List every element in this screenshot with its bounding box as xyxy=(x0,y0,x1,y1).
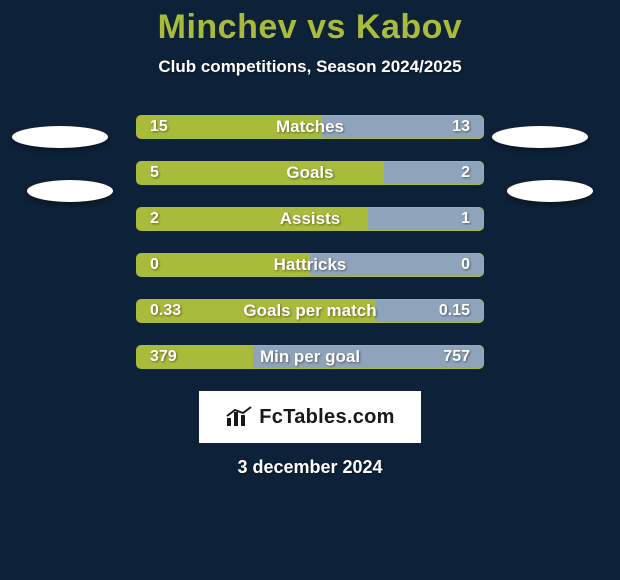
bars-icon xyxy=(225,406,253,428)
logo-wrap: FcTables.com xyxy=(0,391,620,443)
stat-row: Hattricks00 xyxy=(0,253,620,277)
stat-row: Goals per match0.330.15 xyxy=(0,299,620,323)
comparison-infographic: Minchev vs Kabov Club competitions, Seas… xyxy=(0,0,620,580)
bar-track xyxy=(136,299,484,323)
bar-track xyxy=(136,115,484,139)
player2-name: Kabov xyxy=(356,8,462,46)
bar-fill xyxy=(137,254,310,276)
stat-row: Goals52 xyxy=(0,161,620,185)
player1-name: Minchev xyxy=(158,8,298,46)
stat-row: Assists21 xyxy=(0,207,620,231)
logo-text: FcTables.com xyxy=(259,406,395,429)
stat-row: Min per goal379757 xyxy=(0,345,620,369)
subtitle: Club competitions, Season 2024/2025 xyxy=(0,57,620,77)
bar-fill xyxy=(137,116,322,138)
bar-track xyxy=(136,345,484,369)
bar-fill xyxy=(137,208,368,230)
bar-fill xyxy=(137,300,375,322)
stat-row: Matches1513 xyxy=(0,115,620,139)
vs-word: vs xyxy=(307,8,346,46)
fctables-logo: FcTables.com xyxy=(199,391,421,443)
stat-rows: Matches1513 Goals52 Assists21 Hattricks00 Go… xyxy=(0,115,620,369)
bar-track xyxy=(136,207,484,231)
bar-track xyxy=(136,161,484,185)
date-text: 3 december 2024 xyxy=(0,457,620,478)
bar-fill xyxy=(137,346,253,368)
bar-fill xyxy=(137,162,384,184)
page-title: Minchev vs Kabov xyxy=(0,0,620,47)
bar-track xyxy=(136,253,484,277)
